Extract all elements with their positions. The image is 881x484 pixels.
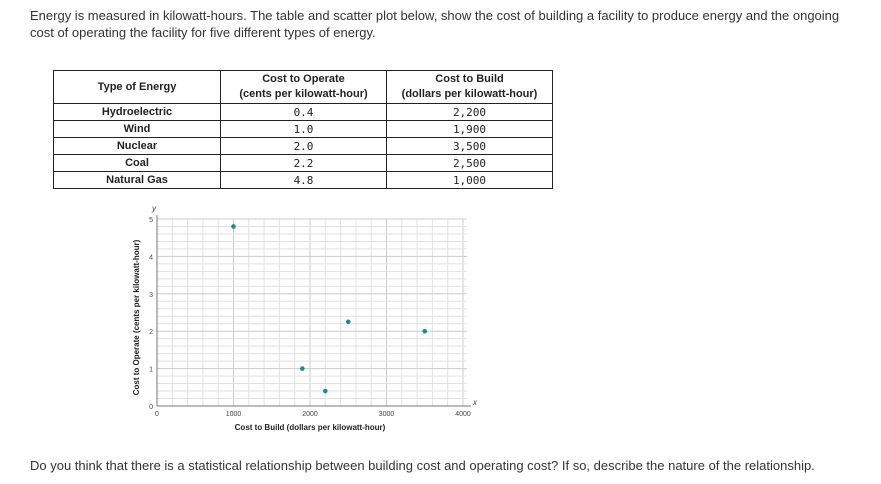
table-row: Natural Gas 4.8 1,000	[53, 171, 553, 189]
y-tick-label: 3	[149, 292, 153, 299]
operate-cost-cell: 2.2	[220, 154, 387, 172]
data-point	[231, 224, 236, 229]
operate-cost-cell: 4.8	[220, 171, 387, 189]
data-point	[323, 388, 328, 394]
x-axis-label: Cost to Build (dollars per kilowatt-hour…	[235, 423, 386, 432]
x-tick-label: 3000	[379, 411, 395, 418]
data-point	[422, 328, 428, 334]
x-tick-label: 0	[155, 411, 159, 418]
y-axis-letter: y	[151, 204, 157, 213]
energy-type-cell: Hydroelectric	[53, 103, 221, 121]
operate-cost-cell: 2.0	[220, 137, 387, 155]
build-cost-cell: 1,000	[386, 171, 553, 189]
build-cost-cell: 2,500	[386, 154, 553, 172]
header-operate-title: Cost to Operate	[262, 73, 345, 85]
energy-type-cell: Nuclear	[53, 137, 221, 155]
x-tick-label: 2000	[302, 411, 318, 418]
header-build-title: Cost to Build	[435, 73, 504, 85]
y-tick-label: 0	[149, 404, 153, 411]
header-build-units: (dollars per kilowatt-hour)	[401, 88, 538, 100]
energy-type-cell: Wind	[53, 120, 221, 138]
y-tick-label: 4	[149, 254, 153, 261]
x-axis-letter: x	[472, 398, 478, 407]
x-tick-label: 1000	[226, 411, 242, 418]
operate-cost-cell: 0.4	[220, 103, 387, 121]
build-cost-cell: 3,500	[386, 137, 553, 155]
table-row: Wind 1.0 1,900	[53, 120, 553, 138]
table-row: Nuclear 2.0 3,500	[53, 137, 553, 155]
table-row: Hydroelectric 0.4 2,200	[53, 103, 553, 121]
build-cost-cell: 1,900	[386, 120, 553, 138]
y-axis-label: Cost to Operate (cents per kilowatt-hour…	[132, 239, 141, 395]
scatter-plot: 0 1000 2000 3000 4000 0 1 2 3 4 5 x y Cost to Build (…	[132, 204, 478, 432]
header-operate: Cost to Operate (cents per kilowatt-hour)	[220, 70, 387, 104]
energy-type-cell: Coal	[53, 154, 221, 172]
energy-type-cell: Natural Gas	[53, 171, 221, 189]
header-operate-units: (cents per kilowatt-hour)	[239, 88, 368, 100]
header-build: Cost to Build (dollars per kilowatt-hour)	[386, 70, 553, 104]
data-point	[345, 319, 351, 325]
intro-text: Energy is measured in kilowatt-hours. Th…	[30, 8, 840, 40]
table-row: Coal 2.2 2,500	[53, 154, 553, 172]
header-type: Type of Energy	[53, 70, 221, 104]
data-point	[300, 366, 305, 371]
x-tick-label: 4000	[455, 411, 471, 418]
question-text: Do you think that there is a statistical…	[30, 458, 815, 473]
table-header-row: Type of Energy Cost to Operate (cents per…	[53, 70, 553, 104]
operate-cost-cell: 1.0	[220, 120, 387, 138]
y-tick-label: 2	[149, 329, 153, 336]
build-cost-cell: 2,200	[386, 103, 553, 121]
energy-table: Type of Energy Cost to Operate (cents per…	[53, 70, 553, 189]
y-tick-label: 1	[149, 367, 153, 374]
y-tick-label: 5	[149, 217, 153, 224]
